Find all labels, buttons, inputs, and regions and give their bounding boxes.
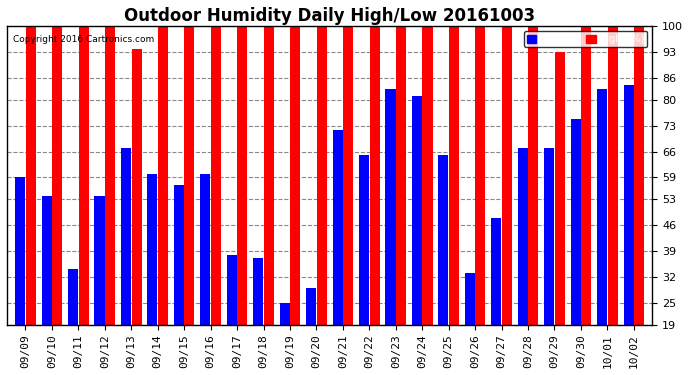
Bar xyxy=(15,177,26,325)
Bar xyxy=(121,148,131,325)
Bar xyxy=(624,86,633,325)
Bar xyxy=(148,174,157,325)
Legend: Low  (%), High  (%): Low (%), High (%) xyxy=(524,32,647,47)
Bar xyxy=(333,129,343,325)
Bar xyxy=(529,27,538,325)
Bar xyxy=(544,148,554,325)
Bar xyxy=(359,155,369,325)
Text: Copyright 2016 Cartronics.com: Copyright 2016 Cartronics.com xyxy=(13,36,155,45)
Bar xyxy=(290,27,300,325)
Bar xyxy=(158,27,168,325)
Title: Outdoor Humidity Daily High/Low 20161003: Outdoor Humidity Daily High/Low 20161003 xyxy=(124,7,535,25)
Bar xyxy=(52,27,62,325)
Bar xyxy=(370,27,380,325)
Bar xyxy=(41,196,52,325)
Bar xyxy=(412,96,422,325)
Bar xyxy=(132,49,141,325)
Bar xyxy=(581,27,591,325)
Bar xyxy=(68,269,78,325)
Bar xyxy=(608,27,618,325)
Bar xyxy=(306,288,316,325)
Bar xyxy=(597,89,607,325)
Bar xyxy=(343,27,353,325)
Bar xyxy=(422,27,433,325)
Bar xyxy=(317,27,327,325)
Bar xyxy=(491,218,502,325)
Bar xyxy=(555,52,565,325)
Bar xyxy=(184,27,195,325)
Bar xyxy=(264,27,274,325)
Bar xyxy=(174,185,184,325)
Bar xyxy=(386,89,395,325)
Bar xyxy=(438,155,449,325)
Bar xyxy=(95,196,105,325)
Bar xyxy=(279,303,290,325)
Bar xyxy=(465,273,475,325)
Bar xyxy=(227,255,237,325)
Bar xyxy=(396,27,406,325)
Bar xyxy=(634,27,644,325)
Bar xyxy=(253,258,264,325)
Bar xyxy=(518,148,528,325)
Bar xyxy=(211,27,221,325)
Bar xyxy=(449,27,459,325)
Bar xyxy=(79,27,89,325)
Bar xyxy=(105,27,115,325)
Bar xyxy=(502,27,512,325)
Bar xyxy=(237,27,248,325)
Bar xyxy=(475,27,486,325)
Bar xyxy=(200,174,210,325)
Bar xyxy=(571,118,581,325)
Bar xyxy=(26,27,36,325)
